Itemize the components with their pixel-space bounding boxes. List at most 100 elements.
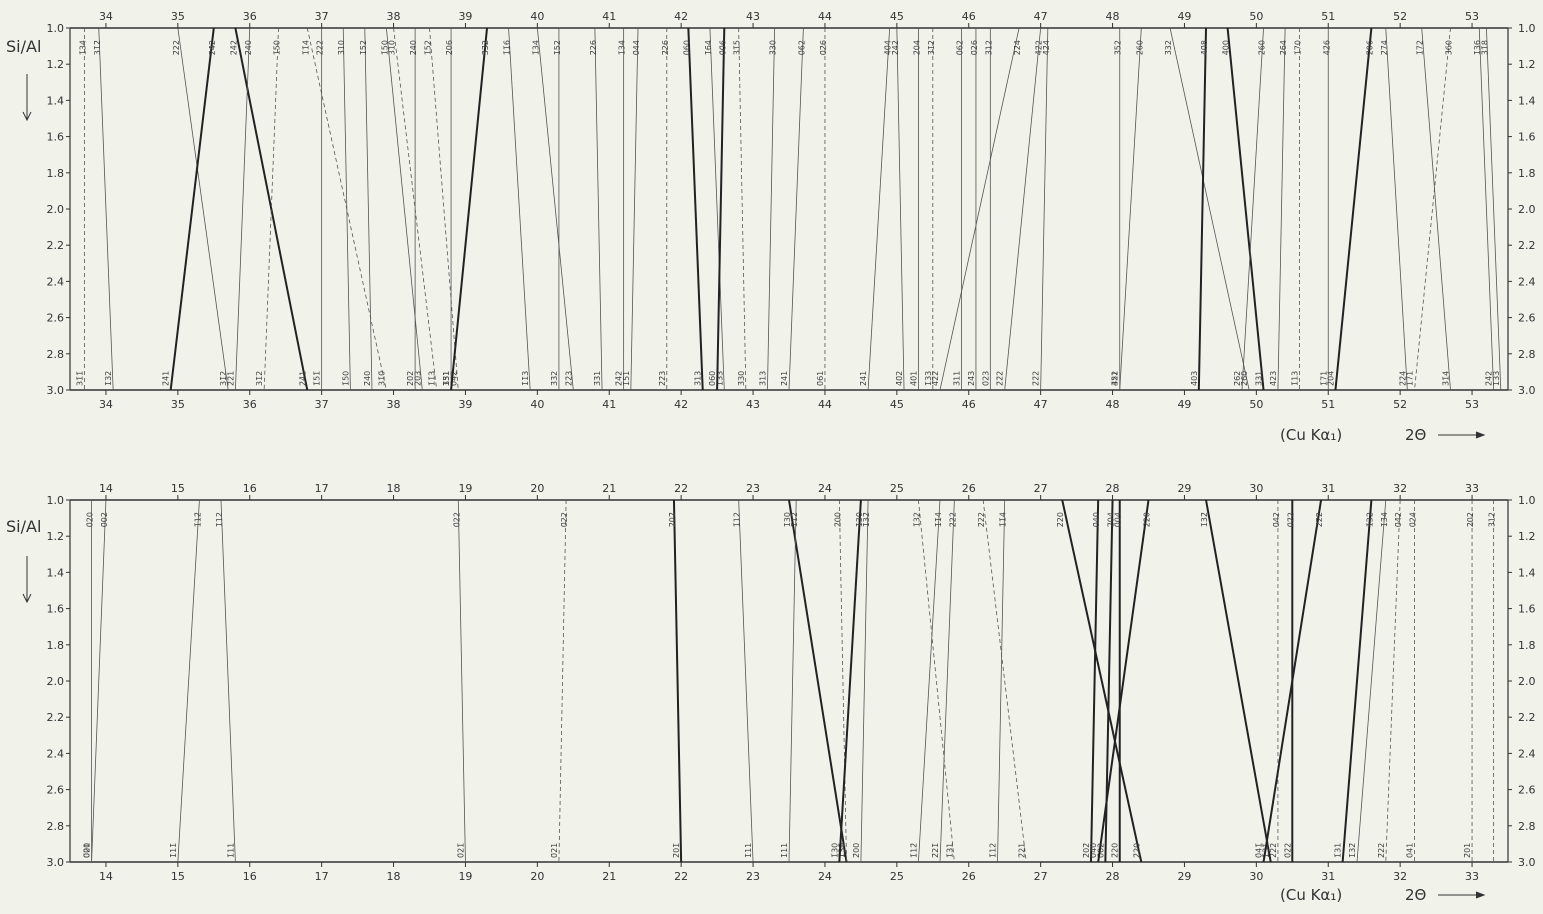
hkl-label-bottom: 0̄61 xyxy=(816,371,825,386)
hkl-label-bottom: 3̄51 xyxy=(1111,371,1120,386)
hkl-label-bottom: 2̄2̄4 xyxy=(1398,371,1407,386)
reflection-line xyxy=(1226,27,1265,391)
y-tick-label-right: 1.4 xyxy=(1518,566,1536,579)
hkl-label-top: 2̄22 xyxy=(316,40,325,55)
y-tick-label-right: 2.6 xyxy=(1518,784,1536,797)
hkl-label-bottom: 2̄01̄ xyxy=(672,843,681,858)
x-tick-label-top: 37 xyxy=(315,10,329,23)
hkl-label-bottom: 3̄3̄1 xyxy=(442,371,451,386)
x-tick-label-top: 35 xyxy=(171,10,185,23)
hkl-label-top: 3̄1̄8 xyxy=(1480,40,1489,55)
hkl-label-top: 2̄60 xyxy=(1135,40,1144,55)
y-tick-label-right: 2.4 xyxy=(1518,747,1536,760)
hkl-label-bottom: 2̄01 xyxy=(1463,843,1472,858)
x-tick-label-bottom: 33 xyxy=(1465,870,1479,883)
hkl-label-top: 0̄2̄2 xyxy=(1286,512,1295,527)
hkl-label-bottom: 1̄31 xyxy=(1334,843,1343,858)
x-tick-label-bottom: 42 xyxy=(674,398,688,411)
hkl-label-top: 1̄34 xyxy=(618,40,627,55)
reflection-line xyxy=(1385,499,1401,863)
x-tick-label-bottom: 51 xyxy=(1321,398,1335,411)
hkl-label-top: 2̄04 xyxy=(1107,512,1116,527)
hkl-label-bottom: 0̄21̄ xyxy=(456,843,465,858)
x-tick-label-bottom: 21 xyxy=(602,870,616,883)
x-tick-label-bottom: 43 xyxy=(746,398,760,411)
hkl-label-top: 1̄5̄2 xyxy=(359,40,368,55)
hkl-label-bottom: 1̄33 xyxy=(1492,371,1501,386)
hkl-label-top: 1̄1̄6 xyxy=(503,40,512,55)
x-tick-label-top: 34 xyxy=(99,10,113,23)
x-tick-label-top: 47 xyxy=(1034,10,1048,23)
hkl-label-top: 2̄22 xyxy=(977,512,986,527)
reflection-line xyxy=(918,499,955,863)
hkl-label-bottom: 2̄22 xyxy=(1269,843,1278,858)
reflection-line xyxy=(738,499,754,863)
hkl-label-top: 3̄1̄2 xyxy=(927,40,936,55)
reflection-line xyxy=(838,499,847,863)
hkl-label-top: 3̄30 xyxy=(769,40,778,55)
x-tick-label-bottom: 41 xyxy=(602,398,616,411)
hkl-label-top: 1̄1̄4 xyxy=(934,512,943,527)
hkl-label-bottom: 3̄1̄4 xyxy=(1441,371,1450,386)
hkl-label-top: 0̄40 xyxy=(1092,512,1101,527)
reflection-line xyxy=(536,27,574,391)
hkl-label-top: 2̄4̄2 xyxy=(229,40,238,55)
x-tick-label-top: 48 xyxy=(1106,10,1120,23)
hkl-label-bottom: 1̄1̄3 xyxy=(521,371,530,386)
hkl-label-bottom: 2̄4̄2 xyxy=(1485,371,1494,386)
y-tick-label-left: 1.8 xyxy=(47,167,65,180)
hkl-label-top: 1̄52 xyxy=(424,40,433,55)
hkl-label-top: 0̄02 xyxy=(100,512,109,527)
x-tick-label-bottom: 20 xyxy=(530,870,544,883)
x-tick-label-bottom: 28 xyxy=(1106,870,1120,883)
x-tick-label-top: 26 xyxy=(962,482,976,495)
x-tick-label-top: 52 xyxy=(1393,10,1407,23)
y-tick-label-left: 1.0 xyxy=(47,494,65,507)
hkl-label-bottom: 0̄41 xyxy=(1406,843,1415,858)
hkl-label-bottom: 1̄31̄ xyxy=(838,843,847,858)
hkl-label-top: 1̄32̄ xyxy=(862,512,871,527)
hkl-label-bottom: 4̄23 xyxy=(1269,371,1278,386)
x-axis-arrow-head xyxy=(1475,891,1486,899)
hkl-label-top: 0̄4̄2 xyxy=(1394,512,1403,527)
hkl-label-bottom: 2̄00 xyxy=(852,843,861,858)
x-tick-label-bottom: 34 xyxy=(99,398,113,411)
hkl-label-bottom: 1̄50 xyxy=(341,371,350,386)
hkl-label-bottom: 31̄0̄ xyxy=(377,371,386,386)
hkl-label-top: 1̄32̄ xyxy=(1200,512,1209,527)
x-tick-label-top: 45 xyxy=(890,10,904,23)
hkl-label-bottom: 2̄2̄2 xyxy=(996,371,1005,386)
hkl-label-bottom: 2̄2̄3 xyxy=(658,371,667,386)
x-tick-label-top: 39 xyxy=(458,10,472,23)
reflection-line xyxy=(1197,27,1208,391)
x-tick-label-top: 16 xyxy=(243,482,257,495)
hkl-label-top: 1̄34 xyxy=(78,40,87,55)
x-tick-label-top: 38 xyxy=(387,10,401,23)
hkl-label-bottom: 1̄7̄1 xyxy=(1319,371,1328,386)
y-tick-label-left: 2.0 xyxy=(47,203,65,216)
hkl-label-bottom: 2̄60 xyxy=(1240,371,1249,386)
hkl-label-top: 1̄7̄2 xyxy=(1416,40,1425,55)
reflection-line xyxy=(939,27,1020,391)
x-tick-label-bottom: 38 xyxy=(387,398,401,411)
y-tick-label-right: 2.4 xyxy=(1518,275,1536,288)
y-tick-label-right: 1.2 xyxy=(1518,58,1536,71)
reflection-line xyxy=(177,27,229,391)
hkl-label-top: 3̄3̄2 xyxy=(481,40,490,55)
hkl-label-top: 3̄1̄5 xyxy=(733,40,742,55)
x-tick-label-top: 19 xyxy=(458,482,472,495)
x-tick-label-top: 18 xyxy=(387,482,401,495)
hkl-label-top: 0̄22 xyxy=(452,512,461,527)
x-tick-label-bottom: 25 xyxy=(890,870,904,883)
reflection-line xyxy=(1486,27,1502,391)
y-axis-arrow-head xyxy=(22,593,32,604)
hkl-label-bottom: 0̄42 xyxy=(449,371,458,386)
x-tick-label-top: 51 xyxy=(1321,10,1335,23)
reflection-line xyxy=(1061,499,1143,863)
x-tick-label-top: 24 xyxy=(818,482,832,495)
hkl-label-bottom: 2̄02̄ xyxy=(1082,843,1091,858)
hkl-label-bottom: 2̄2̄3 xyxy=(564,371,573,386)
hkl-label-top: 0̄0̄6 xyxy=(718,40,727,55)
hkl-label-top: 2̄00 xyxy=(833,512,842,527)
